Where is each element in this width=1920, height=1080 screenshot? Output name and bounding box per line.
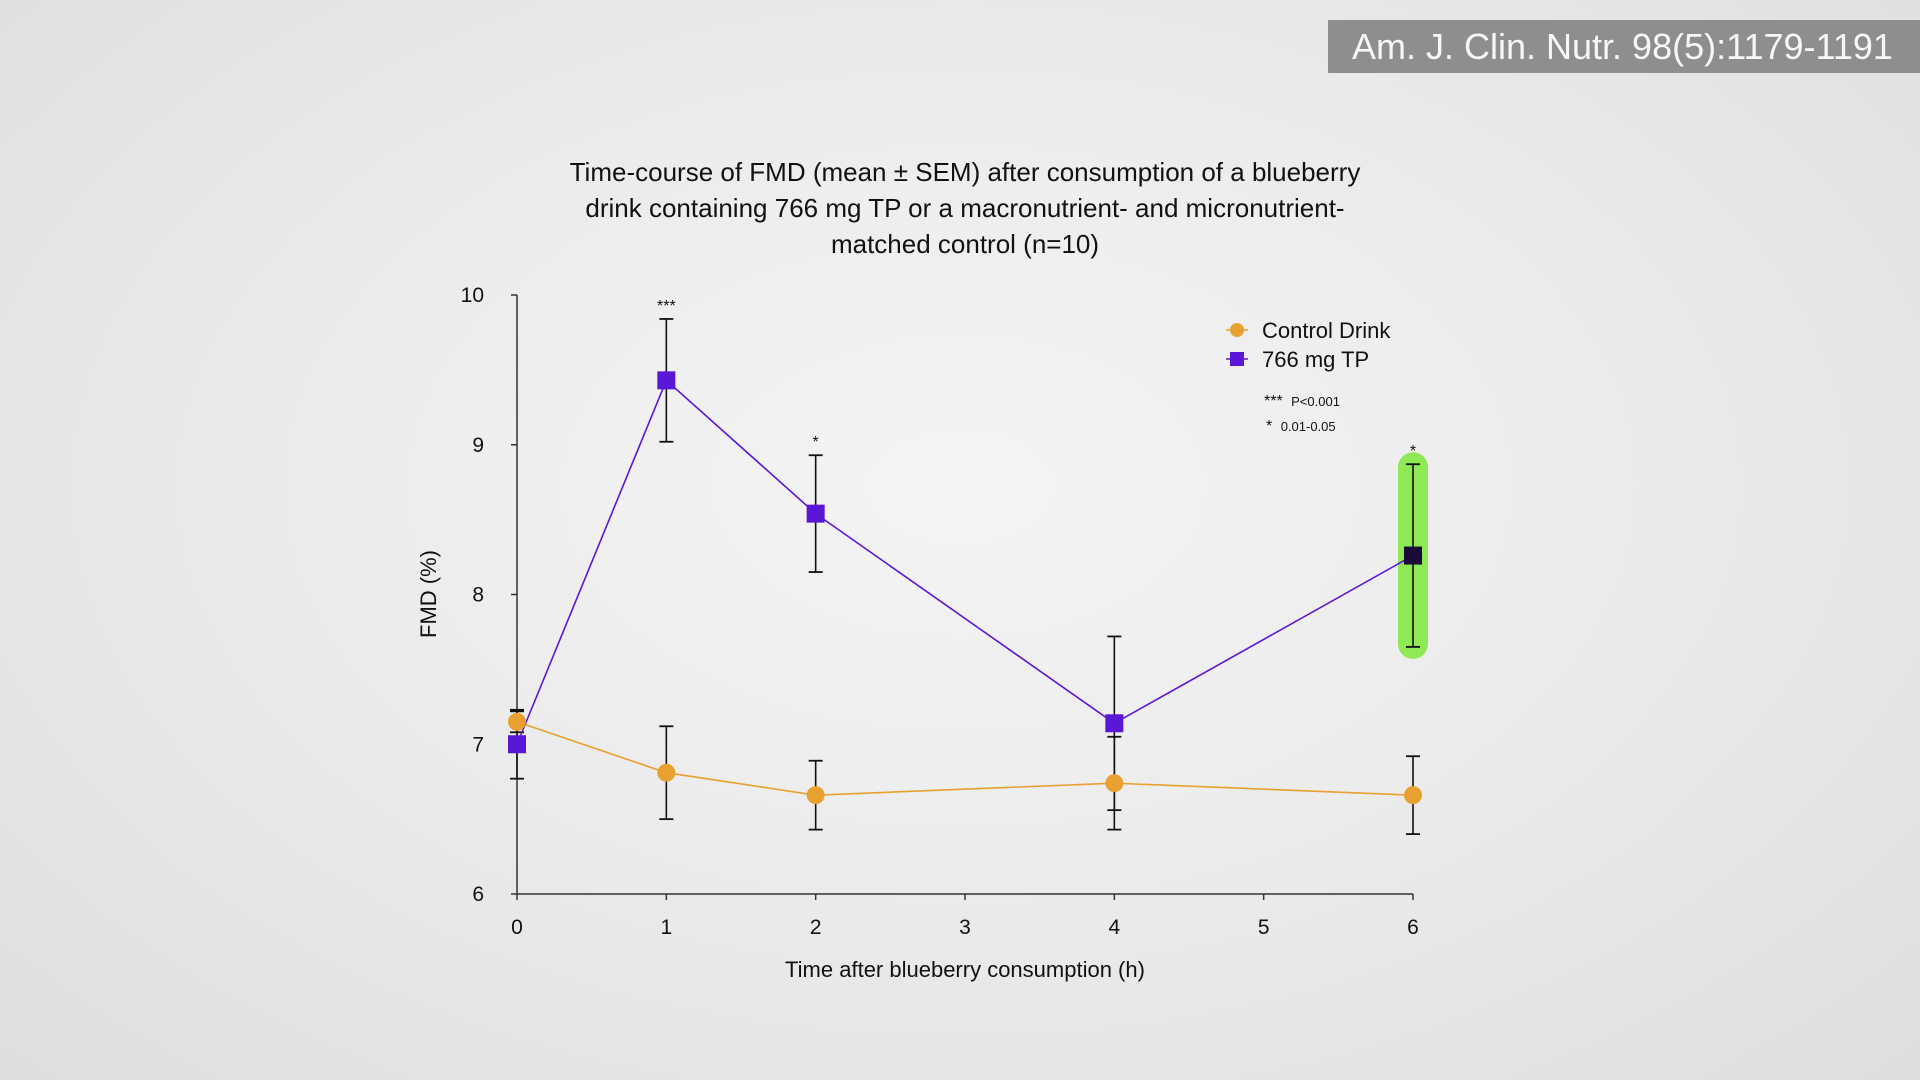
legend-tp-marker bbox=[1230, 352, 1244, 366]
chart-title: Time-course of FMD (mean ± SEM) after co… bbox=[500, 154, 1430, 262]
legend-tp-label: 766 mg TP bbox=[1262, 347, 1369, 372]
point-control-drink-4 bbox=[1105, 774, 1124, 793]
point-766-mg-tp-0 bbox=[508, 735, 526, 754]
chart-title-line-2: drink containing 766 mg TP or a macronut… bbox=[585, 193, 1345, 223]
y-tick-label-10: 10 bbox=[461, 284, 484, 307]
chart-title-line-3: matched control (n=10) bbox=[830, 229, 1100, 259]
series-line-control-drink bbox=[516, 721, 1414, 796]
citation-banner: Am. J. Clin. Nutr. 98(5):1179-1191 bbox=[1328, 20, 1920, 73]
series-line-766-mg-tp bbox=[516, 379, 1414, 745]
x-tick-label-4: 4 bbox=[1108, 916, 1120, 939]
point-766-mg-tp-1 bbox=[657, 371, 676, 390]
labels-layer: Time after blueberry consumption (h) FMD… bbox=[416, 550, 1145, 982]
point-766-mg-tp-4 bbox=[1105, 714, 1124, 733]
sig-key-2: * 0.01-0.05 bbox=[1266, 418, 1336, 435]
sig-key-1-text: P<0.001 bbox=[1291, 394, 1340, 409]
sig-key-1: *** P<0.001 bbox=[1264, 393, 1340, 410]
y-tick-label-6: 6 bbox=[472, 883, 484, 906]
legend: Control Drink 766 mg TP *** P<0.001 * 0.… bbox=[1226, 318, 1391, 435]
x-tick-label-0: 0 bbox=[511, 916, 523, 939]
point-766-mg-tp-6 bbox=[1404, 546, 1422, 565]
point-control-drink-6 bbox=[1404, 786, 1422, 805]
x-tick-label-3: 3 bbox=[959, 916, 971, 939]
x-tick-label-6: 6 bbox=[1407, 916, 1419, 939]
legend-control-marker bbox=[1230, 323, 1244, 337]
point-control-drink-1 bbox=[657, 763, 676, 782]
sig-key-2-text: 0.01-0.05 bbox=[1281, 419, 1336, 434]
x-axis-label: Time after blueberry consumption (h) bbox=[785, 957, 1145, 982]
axes-layer bbox=[516, 295, 1413, 895]
sig-key-1-stars: *** bbox=[1264, 393, 1283, 410]
chart-title-line-1: Time-course of FMD (mean ± SEM) after co… bbox=[569, 157, 1361, 187]
y-tick-label-9: 9 bbox=[472, 434, 484, 457]
x-tick-label-2: 2 bbox=[810, 916, 822, 939]
significance-marker-2: * bbox=[813, 434, 819, 451]
point-766-mg-tp-2 bbox=[806, 504, 825, 523]
y-tick-label-7: 7 bbox=[472, 733, 484, 756]
y-axis-label: FMD (%) bbox=[416, 550, 441, 638]
x-tick-label-5: 5 bbox=[1258, 916, 1270, 939]
point-control-drink-0 bbox=[508, 712, 526, 731]
ticks-layer: 6 7 8 9 10 0 1 2 3 4 5 6 bbox=[461, 284, 1419, 939]
y-tick-label-8: 8 bbox=[472, 584, 484, 607]
sig-key-2-stars: * bbox=[1266, 418, 1272, 435]
significance-marker-6: * bbox=[1410, 443, 1416, 460]
x-tick-label-1: 1 bbox=[660, 916, 672, 939]
point-control-drink-2 bbox=[806, 786, 825, 805]
series-layer: ***** bbox=[508, 298, 1422, 835]
significance-marker-1: *** bbox=[657, 298, 676, 315]
legend-control-label: Control Drink bbox=[1262, 318, 1391, 343]
